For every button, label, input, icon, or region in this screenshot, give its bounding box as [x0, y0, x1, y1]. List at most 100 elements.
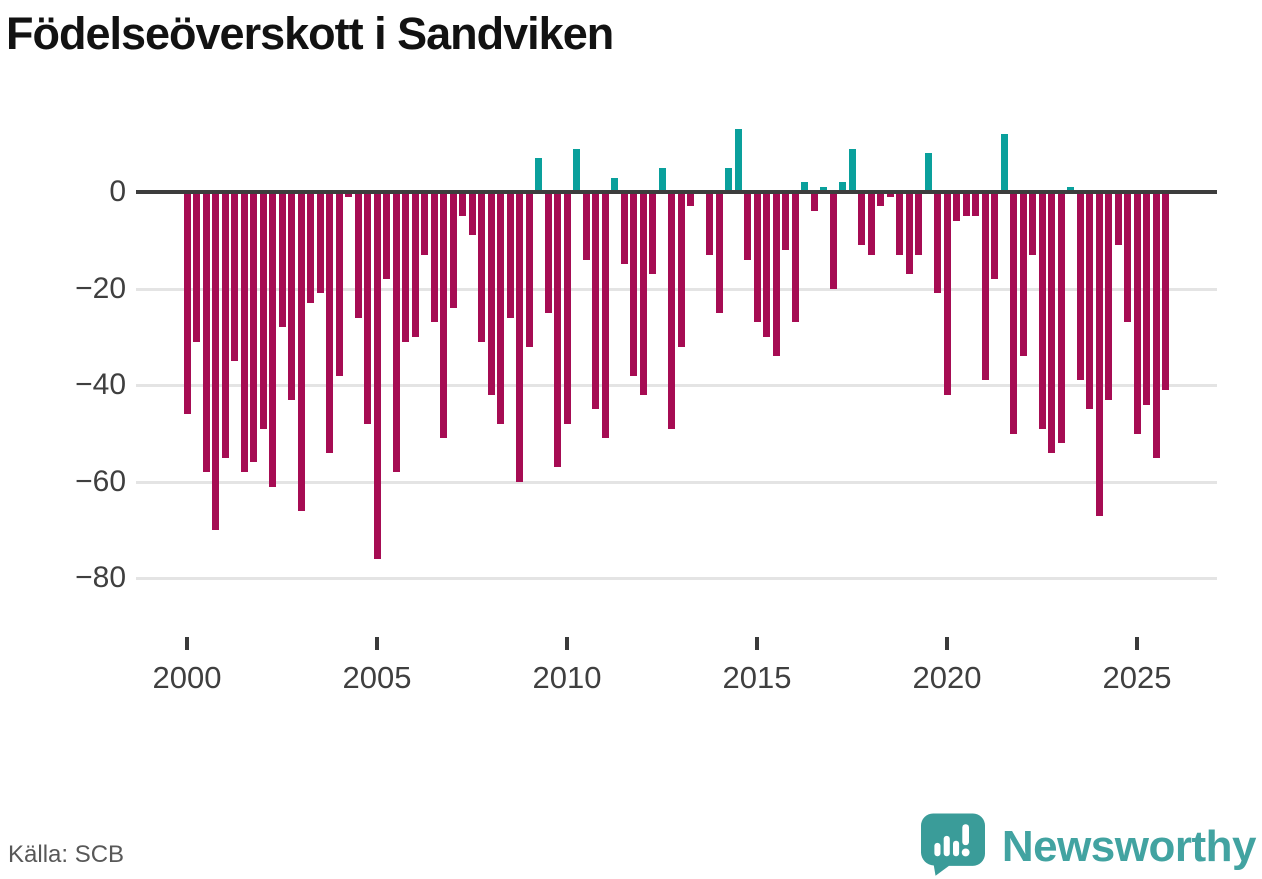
bar-2017-q1: [829, 192, 837, 289]
bar-2024-q1: [1095, 192, 1103, 516]
bar-2011-q4: [630, 192, 637, 376]
bar-2002-q1: [259, 192, 267, 429]
bar-2009-q3: [544, 192, 552, 313]
bar-2010-q2: [573, 148, 580, 192]
bar-2011-q2: [611, 177, 618, 192]
x-axis-tick-2010: [565, 637, 569, 650]
bar-2001-q1: [221, 192, 229, 458]
newsworthy-logo-icon: [918, 812, 988, 879]
bar-2006-q2: [421, 192, 428, 255]
bar-2022-q1: [1019, 192, 1027, 357]
bar-2013-q2: [687, 192, 694, 207]
bar-2025-q2: [1143, 192, 1150, 405]
bar-2024-q3: [1114, 192, 1122, 246]
bar-2011-q1: [601, 192, 609, 439]
bar-2004-q2: [345, 192, 352, 197]
zero-axis-line: [136, 190, 1217, 194]
bar-2018-q2: [877, 192, 884, 207]
bar-2023-q4: [1086, 192, 1093, 410]
bar-2022-q4: [1048, 192, 1055, 453]
bar-2001-q3: [240, 192, 248, 473]
bar-2011-q3: [620, 192, 628, 265]
bar-2008-q3: [506, 192, 514, 318]
gridline--60: [136, 480, 1217, 484]
bar-2008-q2: [497, 192, 504, 424]
bar-2023-q2: [1067, 187, 1074, 192]
y-axis-label-0: 0: [109, 175, 126, 208]
y-axis-label--80: −80: [75, 561, 126, 595]
bar-2007-q4: [478, 192, 485, 342]
bar-2001-q4: [250, 192, 257, 463]
x-axis-label-2015: 2015: [722, 660, 792, 695]
bar-2004-q3: [354, 192, 362, 318]
bar-2017-q3: [848, 148, 856, 192]
bar-2012-q2: [649, 192, 656, 275]
bar-2014-q4: [744, 192, 751, 260]
bar-2015-q4: [782, 192, 789, 250]
bar-2003-q3: [316, 192, 324, 294]
bar-2013-q1: [677, 192, 685, 347]
bar-2002-q3: [278, 192, 286, 328]
bar-2004-q1: [335, 192, 343, 376]
bar-2018-q1: [867, 192, 875, 255]
bar-2012-q3: [658, 167, 666, 192]
bar-2007-q3: [468, 192, 476, 236]
bar-2021-q2: [991, 192, 998, 279]
bar-2016-q4: [820, 187, 827, 192]
bar-2017-q2: [839, 182, 846, 192]
bar-2005-q3: [392, 192, 400, 473]
bar-2000-q1: [183, 192, 191, 415]
bar-2003-q2: [307, 192, 314, 304]
bar-2002-q2: [269, 192, 276, 487]
brand-wordmark: Newsworthy: [1001, 821, 1257, 871]
x-axis-label-2005: 2005: [342, 660, 412, 695]
bar-2016-q2: [801, 182, 808, 192]
x-axis-tick-2005: [375, 637, 379, 650]
y-axis-label--20: −20: [75, 271, 126, 305]
bar-2024-q2: [1105, 192, 1112, 400]
bar-2003-q4: [326, 192, 333, 453]
bar-2020-q4: [972, 192, 979, 217]
x-axis-tick-2000: [185, 637, 189, 650]
bar-2001-q2: [231, 192, 238, 362]
bar-2021-q4: [1010, 192, 1017, 434]
bar-2016-q3: [810, 192, 818, 212]
bar-2025-q3: [1152, 192, 1160, 458]
bar-2019-q2: [915, 192, 922, 255]
bar-2014-q2: [725, 167, 732, 192]
bar-2019-q4: [934, 192, 941, 294]
bar-2006-q3: [430, 192, 438, 323]
bar-2009-q4: [554, 192, 561, 468]
bar-2018-q3: [886, 192, 894, 197]
brand-footer: Newsworthy: [918, 812, 1257, 879]
gridline--40: [136, 384, 1217, 388]
bar-2021-q1: [981, 192, 989, 381]
x-axis-label-2010: 2010: [532, 660, 602, 695]
bar-2009-q1: [525, 192, 533, 347]
bar-2016-q1: [791, 192, 799, 323]
bar-2020-q2: [953, 192, 960, 221]
bar-2023-q3: [1076, 192, 1084, 381]
bar-2002-q4: [288, 192, 295, 400]
bar-2019-q3: [924, 153, 932, 192]
bar-2008-q4: [516, 192, 523, 482]
bar-2003-q1: [297, 192, 305, 511]
bar-2007-q2: [459, 192, 466, 217]
gridline--20: [136, 287, 1217, 291]
bar-2006-q1: [411, 192, 419, 337]
bar-2014-q3: [734, 129, 742, 192]
x-axis-tick-2020: [945, 637, 949, 650]
bar-2023-q1: [1057, 192, 1065, 444]
bar-2020-q1: [943, 192, 951, 395]
bar-2000-q4: [212, 192, 219, 531]
chart-title: Födelseöverskott i Sandviken: [6, 8, 614, 59]
bar-2019-q1: [905, 192, 913, 275]
bar-2005-q1: [373, 192, 381, 560]
bar-2008-q1: [487, 192, 495, 395]
bar-2005-q2: [383, 192, 390, 279]
bar-2005-q4: [402, 192, 409, 342]
bar-2010-q4: [592, 192, 599, 410]
x-axis-tick-2025: [1135, 637, 1139, 650]
bar-2025-q4: [1162, 192, 1169, 391]
